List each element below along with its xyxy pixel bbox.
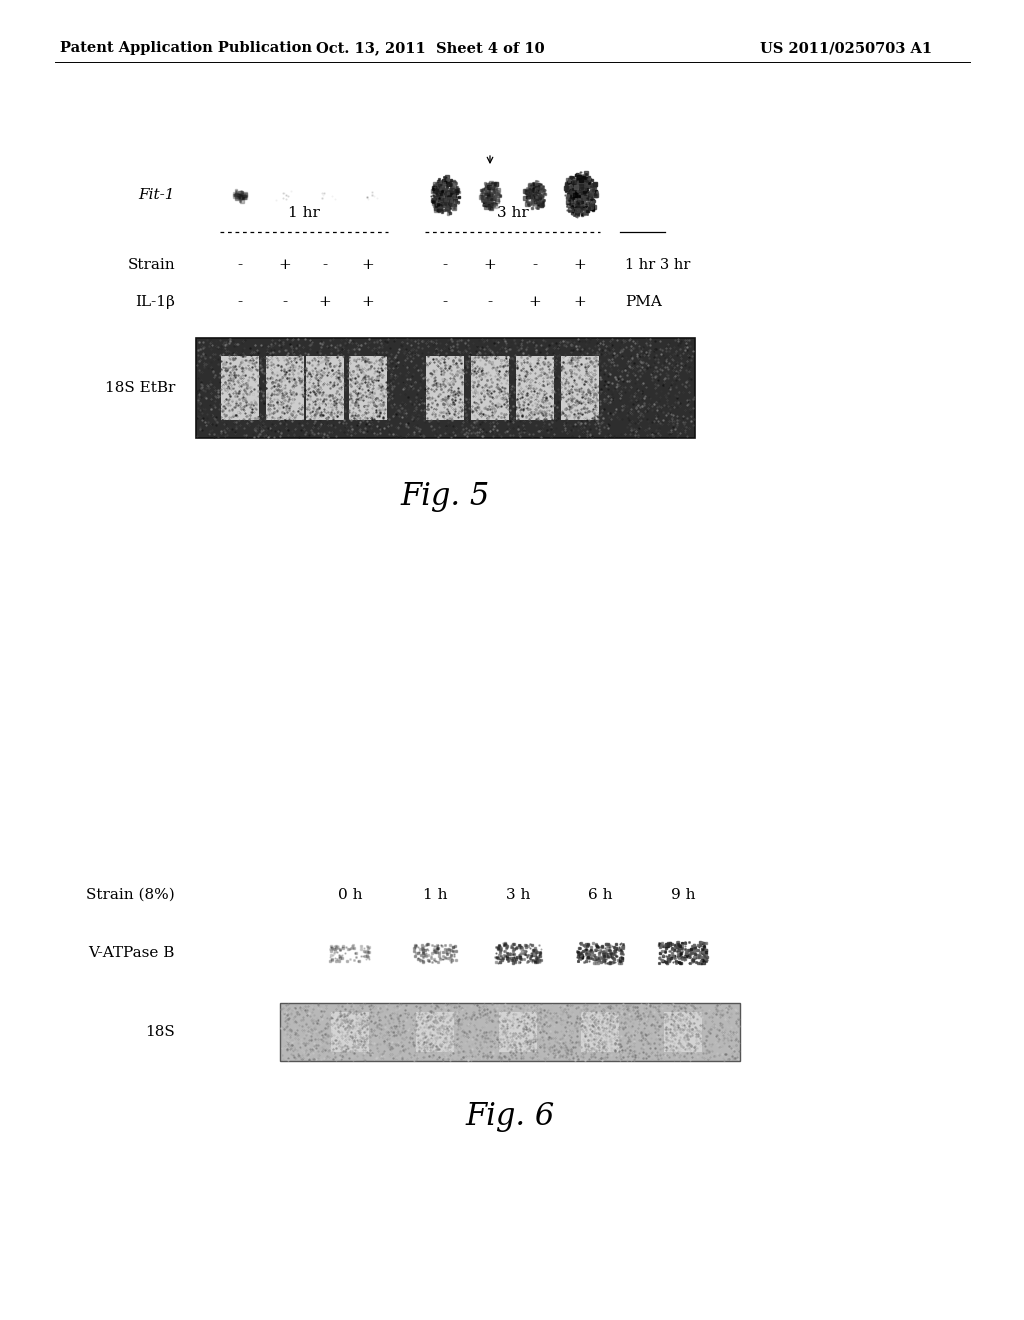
- Text: PMA: PMA: [625, 294, 662, 309]
- Text: -: -: [442, 294, 447, 309]
- Text: 18S EtBr: 18S EtBr: [104, 381, 175, 395]
- Text: +: +: [361, 257, 375, 272]
- Bar: [306, 356, 344, 420]
- Text: +: +: [279, 257, 292, 272]
- Bar: [516, 356, 554, 420]
- Text: -: -: [238, 257, 243, 272]
- Text: 3 h: 3 h: [506, 888, 530, 902]
- Bar: [664, 1011, 702, 1052]
- Bar: [280, 1003, 740, 1061]
- Text: -: -: [323, 257, 328, 272]
- Text: Strain (8%): Strain (8%): [86, 888, 175, 902]
- Text: -: -: [238, 294, 243, 309]
- Text: Fit-1: Fit-1: [138, 187, 175, 202]
- Text: 9 h: 9 h: [671, 888, 695, 902]
- Text: IL-1β: IL-1β: [135, 294, 175, 309]
- Text: US 2011/0250703 A1: US 2011/0250703 A1: [760, 41, 932, 55]
- Bar: [221, 356, 259, 420]
- Bar: [196, 338, 695, 438]
- Bar: [331, 1011, 369, 1052]
- Bar: [499, 1011, 537, 1052]
- Text: +: +: [528, 294, 542, 309]
- Bar: [581, 1011, 618, 1052]
- Text: V-ATPase B: V-ATPase B: [89, 946, 175, 960]
- Bar: [266, 356, 304, 420]
- Text: +: +: [483, 257, 497, 272]
- Text: Oct. 13, 2011  Sheet 4 of 10: Oct. 13, 2011 Sheet 4 of 10: [315, 41, 545, 55]
- Text: +: +: [573, 294, 587, 309]
- Text: +: +: [361, 294, 375, 309]
- Bar: [349, 356, 387, 420]
- Text: 6 h: 6 h: [588, 888, 612, 902]
- Text: +: +: [318, 294, 332, 309]
- Text: 1 h: 1 h: [423, 888, 447, 902]
- Text: 18S: 18S: [145, 1026, 175, 1039]
- Text: -: -: [487, 294, 493, 309]
- Text: Patent Application Publication: Patent Application Publication: [60, 41, 312, 55]
- Bar: [561, 356, 599, 420]
- Text: 3 hr: 3 hr: [497, 206, 528, 220]
- Text: 1 hr 3 hr: 1 hr 3 hr: [625, 257, 690, 272]
- Text: -: -: [442, 257, 447, 272]
- Text: +: +: [573, 257, 587, 272]
- Text: -: -: [532, 257, 538, 272]
- Text: Strain: Strain: [127, 257, 175, 272]
- Bar: [471, 356, 509, 420]
- Text: -: -: [283, 294, 288, 309]
- Text: Fig. 6: Fig. 6: [465, 1101, 555, 1131]
- Text: Fig. 5: Fig. 5: [400, 480, 490, 511]
- Bar: [416, 1011, 454, 1052]
- Bar: [426, 356, 464, 420]
- Text: 0 h: 0 h: [338, 888, 362, 902]
- Text: 1 hr: 1 hr: [288, 206, 319, 220]
